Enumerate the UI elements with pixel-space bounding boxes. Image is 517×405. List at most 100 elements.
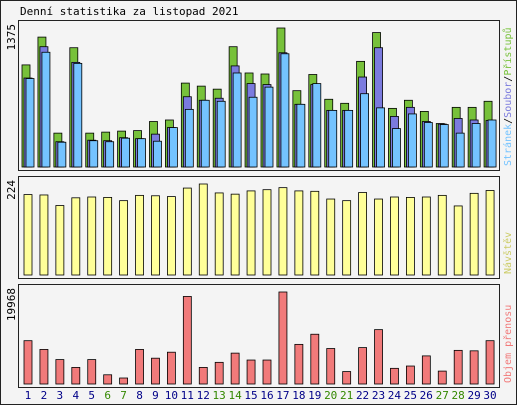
bar-kbytes-day-5 <box>87 359 97 385</box>
bar-pages-day-21 <box>344 109 354 168</box>
x-tick-label-3: 3 <box>57 389 64 402</box>
bar-pages-day-24 <box>392 128 401 168</box>
bar-kbytes-day-17 <box>278 291 288 385</box>
x-tick-label-24: 24 <box>388 389 402 402</box>
x-tick-label-2: 2 <box>41 389 48 402</box>
bar-kbytes-day-27 <box>437 370 447 385</box>
bar-pages-day-5 <box>89 140 99 168</box>
bar-kbytes-day-3 <box>55 359 65 385</box>
bar-pages-day-9 <box>153 140 162 168</box>
bar-pages-day-11 <box>184 108 194 168</box>
bar-kbytes-day-16 <box>262 359 272 385</box>
bar-visits-day-22 <box>358 192 368 276</box>
bar-visits-day-24 <box>390 196 399 276</box>
bar-kbytes-day-13 <box>214 361 224 385</box>
bar-visits-day-1 <box>23 194 33 276</box>
ymax-label-hits: 1375 <box>5 24 18 51</box>
bar-pages-day-25 <box>407 113 417 168</box>
bar-visits-day-10 <box>166 196 176 276</box>
bar-visits-day-3 <box>55 205 65 276</box>
bar-pages-day-14 <box>232 72 242 168</box>
bar-visits-day-15 <box>246 190 256 276</box>
bar-kbytes-day-30 <box>485 340 495 385</box>
bar-kbytes-day-23 <box>374 329 383 385</box>
bar-pages-day-13 <box>216 100 226 168</box>
x-tick-label-28: 28 <box>452 389 465 402</box>
bar-pages-day-2 <box>41 51 51 168</box>
bar-pages-day-22 <box>360 93 370 168</box>
bar-visits-day-13 <box>214 192 224 276</box>
x-tick-label-8: 8 <box>136 389 143 402</box>
x-tick-label-18: 18 <box>292 389 305 402</box>
bar-pages-day-23 <box>376 107 385 168</box>
bar-kbytes-day-1 <box>23 340 33 385</box>
bar-kbytes-day-24 <box>390 367 399 385</box>
panel-frame-visits <box>18 176 500 279</box>
bar-pages-day-29 <box>471 123 481 168</box>
bar-pages-day-20 <box>328 109 338 168</box>
bar-visits-day-21 <box>342 200 352 276</box>
x-tick-label-6: 6 <box>104 389 111 402</box>
bar-visits-day-30 <box>485 190 495 276</box>
bar-visits-day-12 <box>198 183 208 276</box>
bar-visits-day-23 <box>374 198 383 276</box>
bar-kbytes-day-9 <box>151 357 160 385</box>
x-tick-label-29: 29 <box>467 389 480 402</box>
bar-pages-day-18 <box>296 103 306 168</box>
bar-kbytes-day-22 <box>358 347 368 385</box>
x-tick-label-22: 22 <box>356 389 369 402</box>
bar-kbytes-day-7 <box>119 377 128 385</box>
bar-kbytes-day-14 <box>230 352 240 385</box>
bar-pages-day-27 <box>439 124 449 168</box>
legend-entry-hits-2: Soubor <box>503 82 514 118</box>
x-tick-label-11: 11 <box>181 389 194 402</box>
x-tick-label-30: 30 <box>483 389 496 402</box>
bar-visits-day-14 <box>230 193 240 276</box>
bar-kbytes-day-21 <box>342 371 352 385</box>
x-tick-label-17: 17 <box>276 389 289 402</box>
bar-visits-day-29 <box>469 192 479 276</box>
panel-frame-kbytes <box>18 284 500 388</box>
chart-title: Denní statistika za listopad 2021 <box>20 5 239 18</box>
bar-visits-day-7 <box>119 200 128 276</box>
x-tick-label-25: 25 <box>404 389 417 402</box>
bar-kbytes-day-4 <box>71 367 81 385</box>
bar-pages-day-6 <box>105 141 115 168</box>
panel-frame-hits <box>18 20 500 171</box>
bar-visits-day-18 <box>294 190 304 276</box>
bar-kbytes-day-26 <box>421 355 431 385</box>
bar-kbytes-day-2 <box>39 349 49 385</box>
bar-kbytes-day-18 <box>294 343 304 385</box>
bar-visits-day-6 <box>103 197 113 276</box>
panel-kbytes: 19968 Objem přenosu <box>5 284 514 388</box>
bar-visits-day-19 <box>310 190 320 276</box>
bar-kbytes-day-10 <box>166 351 176 385</box>
legend-visits: Návštěv <box>502 232 514 274</box>
x-tick-label-19: 19 <box>308 389 321 402</box>
bar-pages-day-12 <box>200 99 210 168</box>
bar-pages-day-28 <box>455 132 465 168</box>
bar-visits-day-28 <box>453 205 463 276</box>
bar-kbytes-day-15 <box>246 359 256 385</box>
x-tick-label-21: 21 <box>340 389 353 402</box>
ymax-label-kbytes: 19968 <box>5 288 18 321</box>
bar-pages-day-19 <box>312 83 322 168</box>
x-tick-label-9: 9 <box>152 389 159 402</box>
legend-entry-hits-0: Stránek <box>502 124 514 166</box>
bar-kbytes-day-6 <box>103 374 113 385</box>
x-tick-label-5: 5 <box>88 389 95 402</box>
legend-kbytes: Objem přenosu <box>502 305 514 383</box>
bar-pages-day-4 <box>73 62 83 168</box>
panel-visits: 224 Návštěv <box>5 176 514 279</box>
bar-pages-day-15 <box>248 96 258 168</box>
legend-entry-hits-1: / <box>503 118 514 124</box>
x-tick-label-4: 4 <box>72 389 79 402</box>
legend-entry-hits-4: Přístupů <box>502 27 514 75</box>
x-tick-label-12: 12 <box>197 389 210 402</box>
bar-visits-day-16 <box>262 189 272 276</box>
bar-kbytes-day-29 <box>469 350 479 385</box>
bar-kbytes-day-25 <box>405 365 415 385</box>
